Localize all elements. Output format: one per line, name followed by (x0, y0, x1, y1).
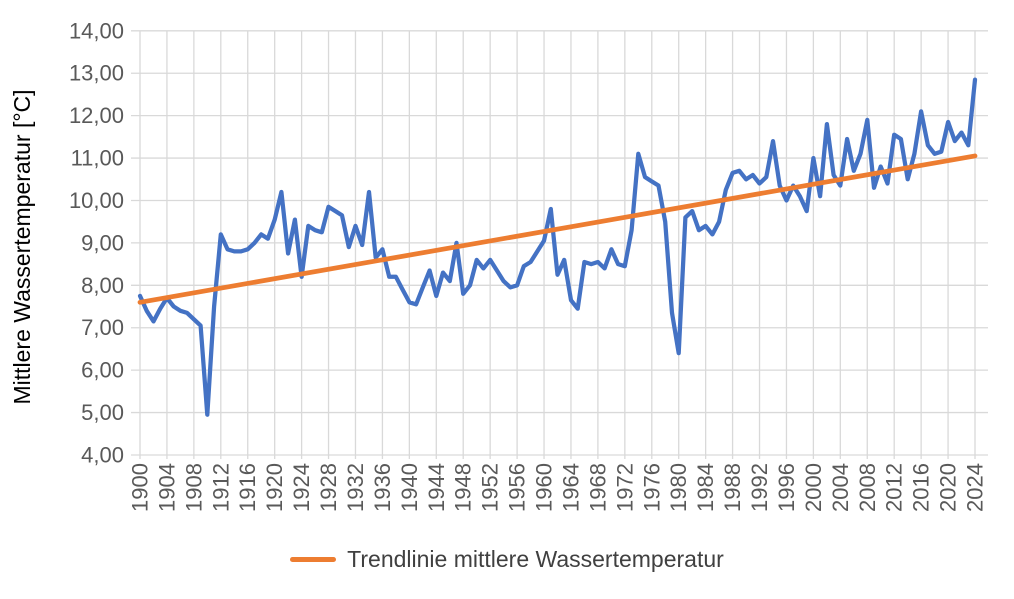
x-tick-label: 1936 (370, 463, 395, 512)
legend: Trendlinie mittlere Wassertemperatur (0, 543, 1014, 575)
trendline-legend-swatch (290, 556, 337, 562)
y-tick-label: 10,00 (69, 188, 124, 213)
x-tick-label: 1968 (585, 463, 610, 512)
x-tick-label: 1948 (451, 463, 476, 512)
y-tick-label: 9,00 (81, 230, 124, 255)
x-tick-label: 1980 (666, 463, 691, 512)
trendline-legend-label: Trendlinie mittlere Wassertemperatur (347, 545, 724, 572)
x-tick-label: 1956 (505, 463, 530, 512)
x-tick-label: 1928 (316, 463, 341, 512)
x-tick-label: 1904 (154, 463, 179, 512)
y-tick-label: 8,00 (81, 273, 124, 298)
x-tick-label: 1952 (478, 463, 503, 512)
y-tick-label: 6,00 (81, 358, 124, 383)
y-tick-label: 7,00 (81, 315, 124, 340)
x-tick-label: 1908 (181, 463, 206, 512)
x-tick-label: 1932 (343, 463, 368, 512)
x-tick-label: 2000 (801, 463, 826, 512)
y-axis-title: Mittlere Wassertemperatur [°C] (9, 89, 35, 405)
x-tick-label: 1900 (128, 463, 153, 512)
x-tick-label: 2008 (855, 463, 880, 512)
x-tick-label: 1984 (693, 463, 718, 512)
y-tick-label: 12,00 (69, 103, 124, 128)
x-tick-label: 1916 (235, 463, 260, 512)
y-tick-label: 14,00 (69, 18, 124, 43)
x-tick-label: 2012 (882, 463, 907, 512)
x-tick-label: 1996 (774, 463, 799, 512)
x-tick-label: 1960 (532, 463, 557, 512)
temperature-line (137, 77, 978, 417)
trend-line (137, 153, 978, 305)
x-tick-label: 1940 (397, 463, 422, 512)
x-tick-label: 1920 (262, 463, 287, 512)
x-tick-label: 1972 (612, 463, 637, 512)
x-tick-label: 1988 (720, 463, 745, 512)
x-tick-label: 2004 (828, 463, 853, 512)
x-tick-label: 1976 (639, 463, 664, 512)
x-tick-label: 1992 (747, 463, 772, 512)
y-tick-label: 13,00 (69, 61, 124, 86)
x-tick-label: 2016 (909, 463, 934, 512)
y-tick-label: 4,00 (81, 443, 124, 468)
x-tick-label: 1912 (208, 463, 233, 512)
x-tick-label: 2024 (963, 463, 988, 512)
y-tick-label: 5,00 (81, 400, 124, 425)
x-tick-label: 1964 (558, 463, 583, 512)
x-tick-label: 1944 (424, 463, 449, 512)
x-tick-label: 2020 (936, 463, 961, 512)
y-tick-label: 11,00 (71, 146, 124, 171)
x-tick-label: 1924 (289, 463, 314, 512)
